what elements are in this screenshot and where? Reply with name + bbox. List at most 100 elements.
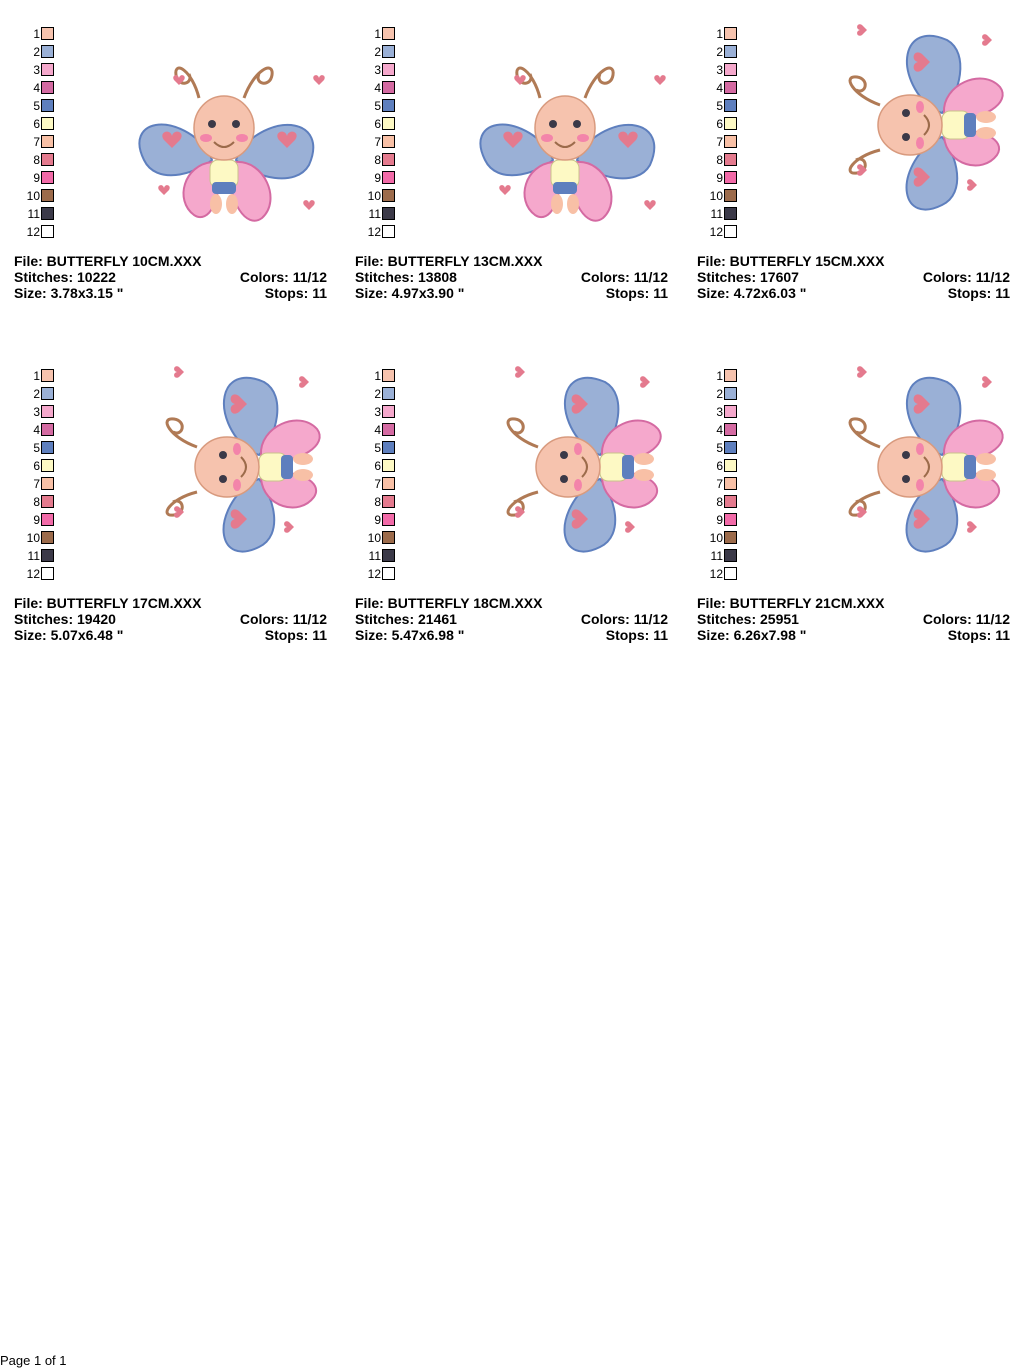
stitches-value: 25951 [760,611,799,627]
colors-value: 11/12 [633,269,668,285]
colors-value: 11/12 [292,611,327,627]
design-info: File: BUTTERFLY 10CM.XXX Stitches: 10222… [14,253,327,301]
color-swatch [41,63,54,76]
color-swatch [41,495,54,508]
palette-row: 11 [697,548,737,566]
color-swatch [724,207,737,220]
palette-number: 3 [716,63,723,77]
palette-row: 11 [355,206,395,224]
palette-row: 7 [697,476,737,494]
design-preview [787,0,1024,250]
size-label: Size: [697,285,730,301]
color-swatch [724,477,737,490]
palette-number: 4 [374,81,381,95]
palette-row: 12 [14,566,54,584]
color-swatch [41,27,54,40]
color-swatch [382,225,395,238]
palette-row: 2 [697,386,737,404]
color-palette: 1 2 3 4 5 6 7 8 9 10 11 12 [355,26,395,242]
palette-row: 10 [355,530,395,548]
palette-row: 12 [14,224,54,242]
color-swatch [724,135,737,148]
palette-number: 11 [368,207,381,221]
color-swatch [724,405,737,418]
color-swatch [724,495,737,508]
palette-number: 10 [367,531,381,545]
stops-label: Stops: [264,285,309,301]
palette-number: 12 [26,567,40,581]
file-label: File: [697,253,726,269]
palette-number: 1 [374,27,381,41]
palette-number: 2 [716,45,723,59]
stitches-value: 19420 [77,611,116,627]
stops-value: 11 [312,285,327,301]
palette-number: 7 [33,135,40,149]
color-swatch [724,117,737,130]
color-swatch [41,225,54,238]
color-swatch [382,189,395,202]
stops-info: Stops: 11 [606,285,668,301]
file-label: File: [697,595,726,611]
palette-number: 11 [27,549,40,563]
palette-row: 1 [355,368,395,386]
stitches-row: Stitches: 21461 Colors: 11/12 [355,611,668,627]
color-swatch [41,423,54,436]
palette-number: 1 [374,369,381,383]
palette-number: 10 [26,531,40,545]
colors-info: Colors: 11/12 [923,611,1010,627]
file-name: BUTTERFLY 17CM.XXX [46,595,202,611]
palette-number: 4 [716,81,723,95]
palette-number: 10 [709,189,723,203]
color-palette: 1 2 3 4 5 6 7 8 9 10 11 12 [14,368,54,584]
palette-number: 2 [374,45,381,59]
palette-number: 11 [710,549,723,563]
color-swatch [41,567,54,580]
stops-value: 11 [995,627,1010,643]
palette-row: 1 [355,26,395,44]
color-swatch [724,387,737,400]
size-value: 6.26x7.98 " [733,627,807,643]
color-swatch [382,63,395,76]
color-swatch [724,189,737,202]
palette-row: 11 [14,206,54,224]
size-row: Size: 3.78x3.15 " Stops: 11 [14,285,327,301]
stops-label: Stops: [605,627,650,643]
palette-row: 4 [14,80,54,98]
palette-number: 6 [33,117,40,131]
palette-row: 2 [355,44,395,62]
color-swatch [41,207,54,220]
design-card: 1 2 3 4 5 6 7 8 9 10 11 12 File: BUTTERFLY 21CM.XXX… [697,342,1017,643]
color-swatch [382,45,395,58]
stitches-row: Stitches: 19420 Colors: 11/12 [14,611,327,627]
color-swatch [41,117,54,130]
palette-row: 9 [355,170,395,188]
palette-row: 9 [14,170,54,188]
color-swatch [724,153,737,166]
color-swatch [41,477,54,490]
color-swatch [382,549,395,562]
stops-value: 11 [995,285,1010,301]
color-swatch [41,531,54,544]
design-info: File: BUTTERFLY 15CM.XXX Stitches: 17607… [697,253,1010,301]
palette-row: 10 [355,188,395,206]
palette-row: 2 [697,44,737,62]
color-swatch [724,531,737,544]
palette-row: 8 [697,152,737,170]
colors-label: Colors: [580,611,630,627]
palette-number: 11 [27,207,40,221]
color-swatch [724,369,737,382]
file-row: File: BUTTERFLY 21CM.XXX [697,595,1010,611]
size-label: Size: [355,285,388,301]
palette-number: 3 [33,405,40,419]
file-name: BUTTERFLY 15CM.XXX [729,253,885,269]
palette-number: 8 [33,495,40,509]
palette-row: 10 [14,530,54,548]
file-row: File: BUTTERFLY 17CM.XXX [14,595,327,611]
stitches-label: Stitches: [14,611,74,627]
stops-info: Stops: 11 [948,285,1010,301]
palette-number: 8 [716,495,723,509]
stops-label: Stops: [947,285,992,301]
palette-number: 12 [367,225,381,239]
size-row: Size: 5.07x6.48 " Stops: 11 [14,627,327,643]
palette-row: 10 [697,530,737,548]
